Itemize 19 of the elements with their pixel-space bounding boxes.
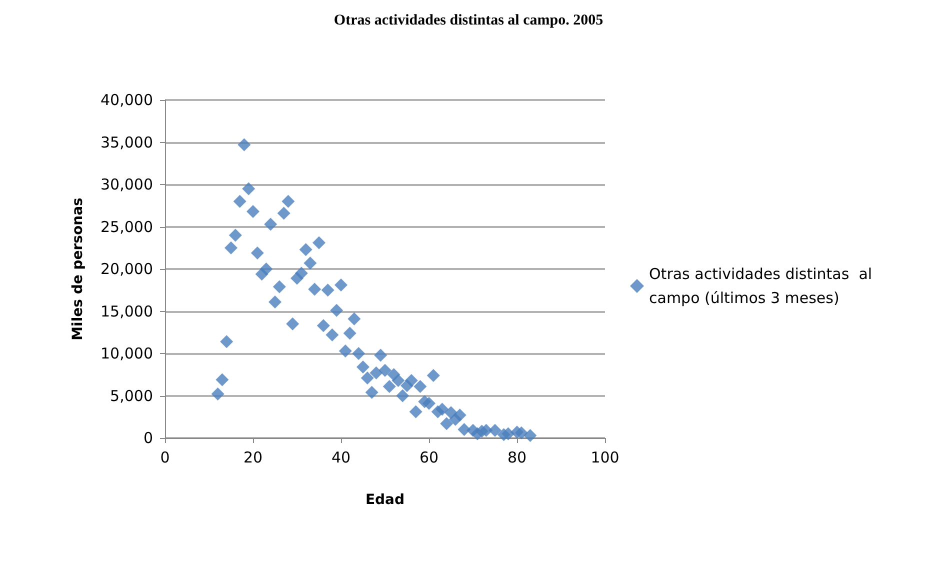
- y-tick-label: 15,000: [100, 302, 153, 320]
- x-tick-label: 80: [507, 448, 527, 466]
- y-tick-label: 0: [143, 429, 153, 447]
- y-tick-label: 25,000: [100, 218, 153, 236]
- y-tick-label: 5,000: [110, 386, 153, 405]
- y-axis-title: Miles de personas: [70, 198, 86, 340]
- y-tick-label: 35,000: [100, 133, 153, 152]
- y-tick-label: 20,000: [100, 260, 153, 278]
- x-tick-label: 60: [419, 448, 439, 466]
- x-tick-label: 0: [160, 448, 170, 466]
- y-tick-label: 40,000: [100, 91, 153, 109]
- x-tick-label: 100: [590, 448, 620, 466]
- y-tick-label: 10,000: [100, 344, 153, 362]
- x-axis-title: Edad: [365, 492, 405, 508]
- chart-title: Otras actividades distintas al campo. 2005: [334, 12, 604, 28]
- x-tick-label: 20: [243, 448, 263, 466]
- legend-label: Otras actividades distintas al campo (últimos 3 meses): [649, 265, 877, 307]
- y-tick-label: 30,000: [100, 176, 153, 194]
- x-tick-label: 40: [331, 448, 351, 466]
